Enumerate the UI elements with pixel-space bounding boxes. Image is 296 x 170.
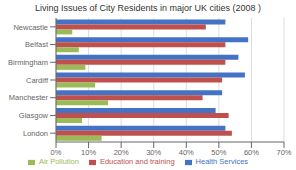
svg-text:20%: 20% xyxy=(114,148,129,157)
html-text:Health Services: Health Services xyxy=(195,157,249,166)
svg-text:40%: 40% xyxy=(179,148,194,157)
svg-text:London: London xyxy=(23,129,48,138)
svg-text:Belfast: Belfast xyxy=(25,40,49,49)
svg-text:Cardiff: Cardiff xyxy=(26,76,49,85)
svg-text:30%: 30% xyxy=(146,148,161,157)
html-text:Air Pollution: Air Pollution xyxy=(38,157,79,166)
svg-text:50%: 50% xyxy=(211,148,226,157)
html-text:Education and training: Education and training xyxy=(99,157,175,166)
svg-text:Glasgow: Glasgow xyxy=(19,111,49,120)
html-text:Living Issues of City Resident: Living Issues of City Residents in major… xyxy=(35,3,261,13)
svg-text:Newcastle: Newcastle xyxy=(13,23,48,32)
svg-text:70%: 70% xyxy=(276,148,288,157)
svg-text:Manchester: Manchester xyxy=(9,93,49,102)
svg-text:Birmingham: Birmingham xyxy=(8,58,48,67)
svg-text:0%: 0% xyxy=(51,148,62,157)
svg-text:10%: 10% xyxy=(81,148,96,157)
svg-text:60%: 60% xyxy=(244,148,259,157)
